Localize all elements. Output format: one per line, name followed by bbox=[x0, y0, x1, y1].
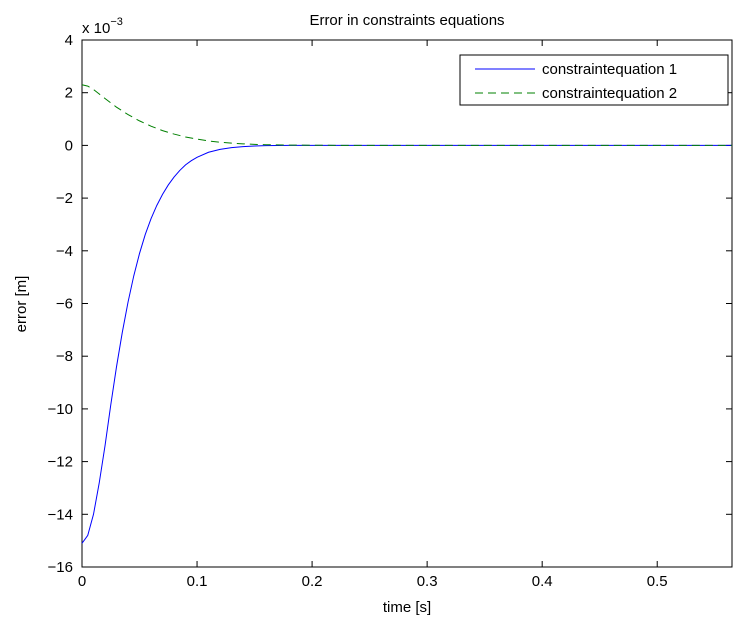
x-tick-label: 0.5 bbox=[647, 573, 668, 590]
y-exponent-base: x 10 bbox=[82, 20, 110, 37]
x-tick-label: 0.3 bbox=[417, 573, 438, 590]
x-tick-label: 0.2 bbox=[302, 573, 323, 590]
x-tick-label: 0.4 bbox=[532, 573, 553, 590]
series-layer bbox=[81, 84, 732, 544]
y-tick-label: −2 bbox=[56, 190, 73, 207]
y-tick-label: 2 bbox=[65, 85, 73, 102]
x-axis-title: time [s] bbox=[383, 599, 431, 616]
y-tick-label: −14 bbox=[48, 506, 73, 523]
y-exponent-power: −3 bbox=[110, 16, 123, 28]
y-axis-title: error [m] bbox=[13, 276, 30, 333]
axis-ticks: 0 0.1 0.2 0.3 0.4 0.5 −16 −14 −12 −10 −8 −6 −4 −2 0 2 4 bbox=[48, 32, 732, 590]
y-tick-label: −10 bbox=[48, 401, 73, 418]
legend: constraintequation 1 constraintequation … bbox=[459, 54, 729, 106]
legend-label-series-2: constraintequation 2 bbox=[542, 85, 677, 102]
y-tick-label: −6 bbox=[56, 296, 73, 313]
y-tick-label: −16 bbox=[48, 559, 73, 576]
y-tick-label: 0 bbox=[65, 137, 73, 154]
plot-area bbox=[81, 39, 733, 568]
y-tick-label: −12 bbox=[48, 454, 73, 471]
x-tick-label: 0 bbox=[78, 573, 86, 590]
legend-label-series-1: constraintequation 1 bbox=[542, 61, 677, 78]
series-line-1 bbox=[81, 144, 732, 544]
y-exponent-label: x 10−3 bbox=[82, 16, 123, 37]
y-tick-label: −8 bbox=[56, 348, 73, 365]
y-tick-label: 4 bbox=[65, 32, 73, 49]
chart-title: Error in constraints equations bbox=[309, 12, 504, 29]
legend-box bbox=[459, 54, 729, 106]
x-tick-label: 0.1 bbox=[187, 573, 208, 590]
series-line-2 bbox=[81, 84, 732, 146]
y-tick-label: −4 bbox=[56, 243, 73, 260]
